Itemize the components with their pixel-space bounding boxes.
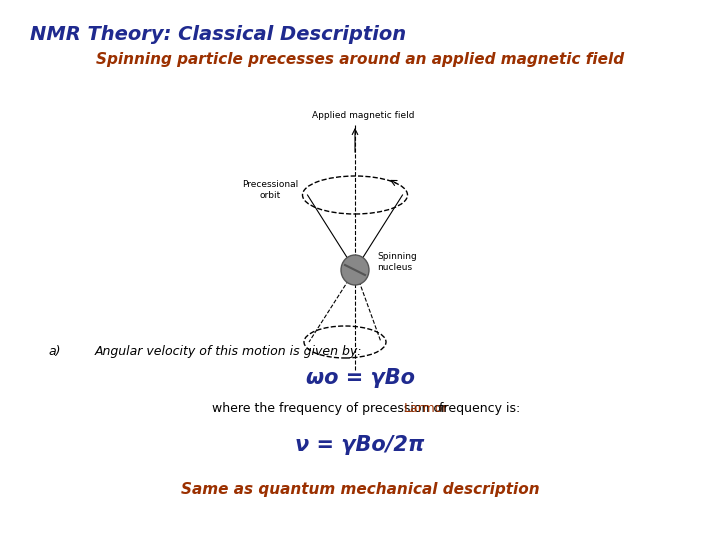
Text: Precessional
orbit: Precessional orbit [242,180,298,200]
Text: a): a) [48,345,60,358]
Text: frequency is:: frequency is: [436,402,521,415]
Text: Spinning
nucleus: Spinning nucleus [377,252,417,272]
Text: Applied magnetic field: Applied magnetic field [312,111,414,120]
Ellipse shape [341,255,369,285]
Text: Same as quantum mechanical description: Same as quantum mechanical description [181,482,539,497]
Text: ν = γBo/2π: ν = γBo/2π [295,435,425,455]
Text: where the frequency of precession or: where the frequency of precession or [212,402,450,415]
Text: Spinning particle precesses around an applied magnetic field: Spinning particle precesses around an ap… [96,52,624,67]
Text: Angular velocity of this motion is given by:: Angular velocity of this motion is given… [95,345,362,358]
Text: where the frequency of precession or Larmor frequency is:: where the frequency of precession or Lar… [0,539,1,540]
Text: Larmor: Larmor [404,402,449,415]
Text: ωo = γBo: ωo = γBo [305,368,415,388]
Text: NMR Theory: Classical Description: NMR Theory: Classical Description [30,25,406,44]
